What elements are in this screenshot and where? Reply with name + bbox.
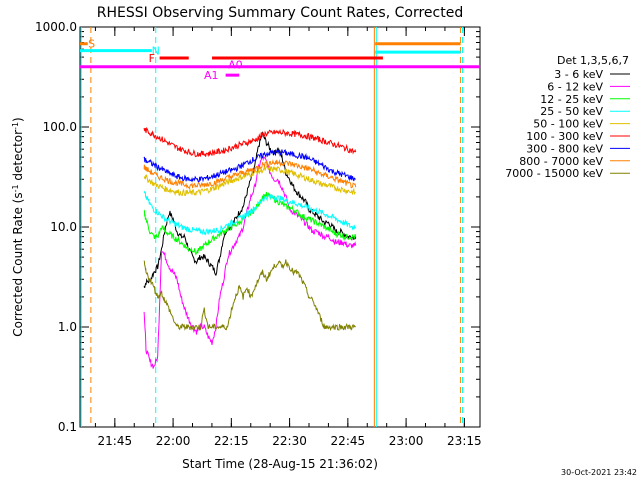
x-axis: 21:45 22:00 22:15 22:30 22:45 23:00 23:15 (94, 27, 482, 448)
series-lines (143, 126, 357, 369)
legend-label: 12 - 25 keV (540, 93, 603, 106)
legend-label: 6 - 12 keV (547, 80, 603, 93)
plot-area (79, 26, 481, 428)
flag-label-A0: A0 (228, 59, 243, 72)
legend-label: 3 - 6 keV (554, 68, 603, 81)
y-axis: 1000.0 100.0 10.0 1.0 0.1 (35, 20, 480, 434)
y-tick-label: 100.0 (43, 120, 77, 134)
flag-label-A1: A1 (204, 69, 219, 82)
y-tick-label: 10.0 (50, 220, 77, 234)
y-axis-label-part3: ) (11, 117, 25, 122)
series-line-7000-15000keV (143, 259, 356, 332)
series-line-3-6keV (143, 131, 357, 288)
timestamp: 30-Oct-2021 23:42 (561, 468, 637, 477)
plot-frame (79, 26, 481, 428)
x-tick-label: 22:30 (272, 434, 307, 448)
y-tick-label: 0.1 (58, 420, 77, 434)
legend-title: Det 1,3,5,6,7 (557, 54, 629, 67)
legend-label: 100 - 300 keV (526, 130, 603, 143)
legend-label: 7000 - 15000 keV (505, 167, 603, 180)
y-axis-label-sup1: -1 (11, 184, 20, 192)
y-axis-label: Corrected Count Rate (s-1 detector-1) (11, 117, 25, 336)
y-tick-label: 1000.0 (35, 20, 77, 34)
legend-label: 25 - 50 keV (540, 105, 603, 118)
legend-label: 800 - 7000 keV (519, 155, 603, 168)
x-tick-label: 23:00 (389, 434, 424, 448)
y-tick-label: 1.0 (58, 320, 77, 334)
series-line-50-100keV (143, 165, 356, 197)
flag-label-N: N (152, 45, 160, 58)
flag-bars: S NF A0 A1 (80, 38, 480, 82)
x-tick-label: 21:45 (98, 434, 133, 448)
flag-label-F: F (149, 52, 155, 65)
series-line-300-800keV (143, 148, 356, 183)
chart-title: RHESSI Observing Summary Count Rates, Co… (97, 5, 463, 21)
x-axis-label: Start Time (28-Aug-15 21:36:02) (182, 457, 378, 471)
y-axis-label-part2: detector (11, 130, 25, 185)
flag-label-S: S (88, 38, 95, 51)
x-tick-label: 22:45 (331, 434, 366, 448)
series-line-800-7000keV (143, 159, 357, 190)
legend-label: 300 - 800 keV (526, 142, 603, 155)
series-line-25-50keV (143, 190, 357, 236)
legend-label: 50 - 100 keV (533, 118, 603, 131)
series-line-6-12keV (143, 155, 357, 369)
x-tick-label: 22:15 (214, 434, 249, 448)
series-line-100-300keV (143, 126, 357, 158)
y-axis-label-sup2: -1 (11, 122, 20, 130)
vertical-markers (80, 27, 464, 427)
x-tick-label: 22:00 (156, 434, 191, 448)
x-tick-label: 23:15 (447, 434, 482, 448)
y-axis-label-part1: Corrected Count Rate (s (11, 192, 25, 336)
